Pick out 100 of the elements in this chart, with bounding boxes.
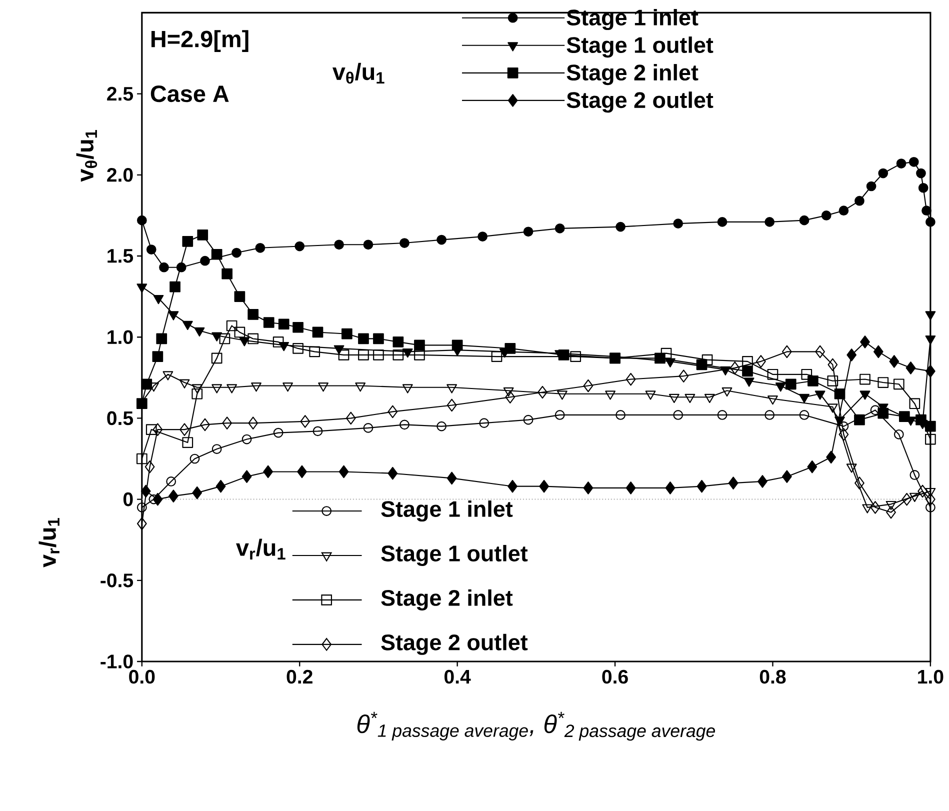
point [660, 348, 672, 359]
point [152, 351, 164, 362]
text: v$_{r}$/u$_{1}$ [38, 518, 60, 568]
point [827, 375, 838, 386]
point [156, 333, 168, 344]
point [523, 226, 534, 237]
point [211, 352, 222, 364]
point [873, 345, 884, 358]
point [834, 388, 846, 400]
point [309, 346, 320, 358]
point [918, 484, 928, 498]
x-tick-label: 1.0 [918, 670, 944, 684]
point [764, 217, 775, 227]
point [190, 454, 200, 464]
y-tick-label: 2.0 [107, 168, 133, 182]
point [200, 256, 210, 266]
point [925, 434, 936, 445]
y-tick-label: 2.5 [107, 86, 134, 101]
point [870, 501, 880, 514]
legend-label: Stage 2 inlet [381, 589, 513, 610]
point [176, 262, 186, 272]
legend-label: Stage 2 inlet [566, 64, 698, 86]
point [902, 492, 912, 506]
point [216, 480, 226, 493]
point [152, 423, 163, 436]
point [654, 352, 666, 364]
point [136, 284, 148, 293]
point [179, 379, 190, 388]
point [136, 215, 147, 226]
point [226, 320, 238, 332]
point [626, 482, 636, 494]
point [452, 340, 463, 351]
point [219, 333, 230, 344]
point [854, 476, 864, 490]
point [815, 345, 825, 358]
point [248, 308, 259, 320]
point [140, 484, 151, 498]
point [696, 480, 707, 493]
point [234, 326, 246, 338]
point [226, 384, 237, 394]
point [358, 333, 369, 344]
point [925, 311, 936, 320]
point [860, 374, 870, 385]
point [673, 410, 684, 420]
point [212, 444, 222, 454]
point [557, 390, 568, 400]
point [402, 348, 413, 358]
point [400, 238, 410, 248]
point [814, 390, 826, 400]
point [446, 384, 457, 394]
point [538, 386, 548, 399]
point [136, 453, 148, 464]
point [491, 351, 502, 362]
point [523, 414, 534, 425]
point [782, 345, 792, 358]
point [373, 333, 384, 344]
point [878, 377, 889, 388]
point [722, 387, 732, 397]
point [166, 476, 176, 486]
point [400, 420, 410, 430]
point [182, 437, 194, 448]
point [744, 378, 754, 387]
point [146, 424, 157, 435]
point [925, 420, 936, 432]
point [255, 242, 266, 253]
point [263, 465, 274, 478]
point [222, 268, 232, 280]
point [363, 240, 374, 250]
point [583, 482, 594, 494]
point [702, 354, 713, 366]
point [678, 370, 689, 382]
point [616, 410, 626, 420]
x-tick-label: 0.0 [129, 670, 155, 684]
point [860, 390, 870, 400]
point [168, 311, 179, 320]
point [278, 318, 290, 330]
point [828, 358, 838, 372]
point [180, 423, 190, 436]
point [282, 382, 293, 392]
point [827, 404, 838, 413]
x-tick-label: 0.4 [444, 670, 471, 684]
point [605, 390, 616, 400]
point [222, 416, 232, 430]
point [909, 492, 920, 502]
point [728, 476, 738, 490]
point [436, 421, 446, 432]
point [446, 472, 457, 485]
point [925, 335, 936, 345]
point [273, 428, 284, 438]
point [554, 223, 565, 234]
point [870, 405, 880, 416]
point [570, 351, 582, 362]
point [414, 340, 425, 351]
point [720, 366, 731, 376]
point [436, 234, 446, 245]
point [392, 350, 404, 360]
point [342, 328, 352, 340]
point [338, 350, 350, 360]
point [414, 350, 425, 360]
point [388, 405, 398, 418]
